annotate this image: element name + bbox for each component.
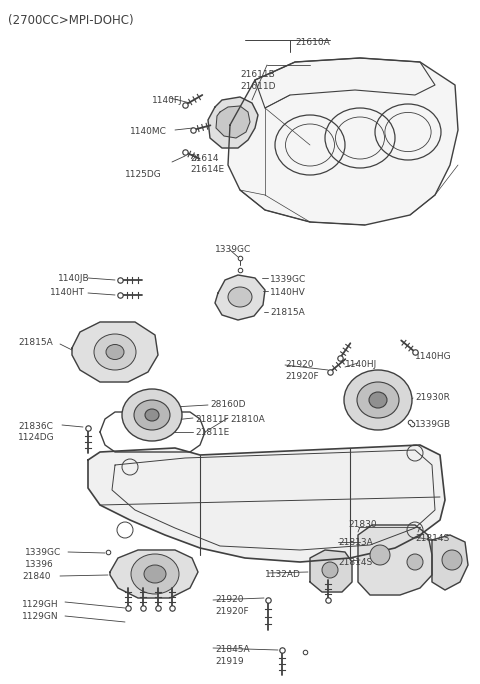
Ellipse shape [228, 287, 252, 307]
Polygon shape [110, 550, 198, 598]
Text: 21611B: 21611B [240, 70, 275, 79]
Text: 1124DG: 1124DG [18, 433, 55, 442]
Text: 21813A: 21813A [338, 538, 373, 547]
Text: 21814S: 21814S [415, 534, 449, 543]
Text: 21610A: 21610A [295, 38, 330, 47]
Ellipse shape [144, 565, 166, 583]
Text: 1339GC: 1339GC [215, 245, 251, 254]
Ellipse shape [369, 392, 387, 408]
Polygon shape [88, 445, 445, 562]
Polygon shape [310, 550, 352, 592]
Text: 21920F: 21920F [285, 372, 319, 381]
Text: 21840: 21840 [22, 572, 50, 581]
Text: 1140HT: 1140HT [50, 288, 85, 297]
Text: 1140MC: 1140MC [130, 127, 167, 136]
Polygon shape [216, 106, 250, 138]
Polygon shape [358, 525, 432, 595]
Ellipse shape [134, 400, 170, 430]
Polygon shape [215, 275, 265, 320]
Ellipse shape [145, 409, 159, 421]
Text: 21920: 21920 [215, 595, 243, 604]
Text: 21611D: 21611D [240, 82, 276, 91]
Text: 21815A: 21815A [270, 308, 305, 317]
Text: 21919: 21919 [215, 657, 244, 666]
Text: 1339GC: 1339GC [270, 275, 306, 284]
Text: 21810A: 21810A [230, 415, 265, 424]
Text: 21836C: 21836C [18, 422, 53, 431]
Text: 21811F: 21811F [195, 415, 229, 424]
Text: 1140JB: 1140JB [58, 274, 90, 283]
Text: 21920: 21920 [285, 360, 313, 369]
Circle shape [370, 545, 390, 565]
Circle shape [442, 550, 462, 570]
Polygon shape [72, 322, 158, 382]
Polygon shape [432, 535, 468, 590]
Text: 1140HV: 1140HV [270, 288, 306, 297]
Text: 28160D: 28160D [210, 400, 245, 409]
Text: 1129GH: 1129GH [22, 600, 59, 609]
Text: 1140HG: 1140HG [415, 352, 452, 361]
Text: 21614: 21614 [190, 154, 218, 163]
Circle shape [322, 562, 338, 578]
Text: 1125DG: 1125DG [125, 170, 162, 179]
Text: 13396: 13396 [25, 560, 54, 569]
Text: 21930R: 21930R [415, 393, 450, 402]
Text: 1140FJ: 1140FJ [152, 96, 182, 105]
Text: 21815A: 21815A [18, 338, 53, 347]
Text: (2700CC>MPI-DOHC): (2700CC>MPI-DOHC) [8, 14, 133, 27]
Ellipse shape [122, 389, 182, 441]
Text: 1132AD: 1132AD [265, 570, 301, 579]
Ellipse shape [131, 554, 179, 594]
Text: 21845A: 21845A [215, 645, 250, 654]
Text: 21814S: 21814S [338, 558, 372, 567]
Ellipse shape [106, 345, 124, 360]
Circle shape [407, 554, 423, 570]
Text: 1339GB: 1339GB [415, 420, 451, 429]
Text: 21614E: 21614E [190, 165, 224, 174]
Ellipse shape [94, 334, 136, 370]
Polygon shape [228, 58, 458, 225]
Ellipse shape [357, 382, 399, 418]
Text: 21920F: 21920F [215, 607, 249, 616]
Text: 1339GC: 1339GC [25, 548, 61, 557]
Polygon shape [208, 97, 258, 148]
Text: 1129GN: 1129GN [22, 612, 59, 621]
Ellipse shape [344, 370, 412, 430]
Text: 21811E: 21811E [195, 428, 229, 437]
Text: 1140HJ: 1140HJ [345, 360, 377, 369]
Text: 21830: 21830 [348, 520, 377, 529]
